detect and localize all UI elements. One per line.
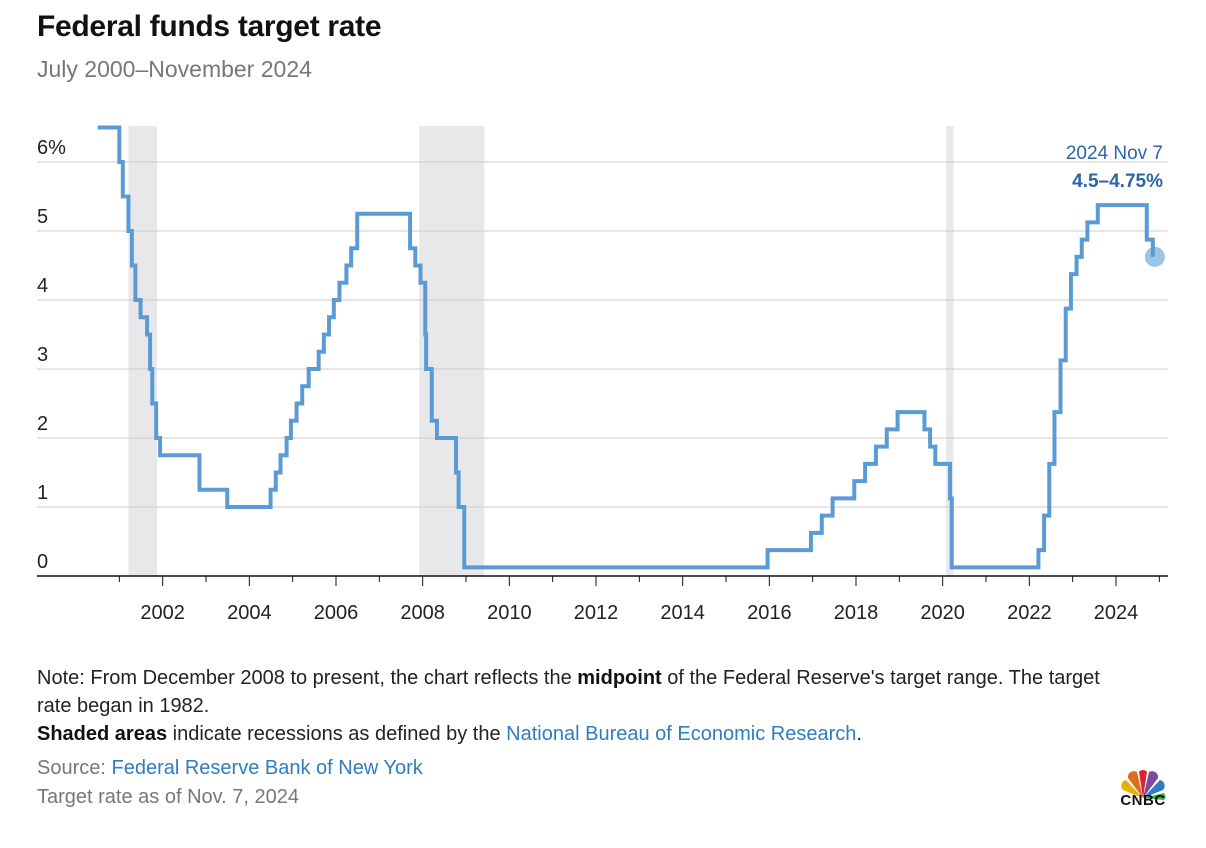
annotation-date: 2024 Nov 7 bbox=[1066, 143, 1163, 164]
cnbc-peacock-icon bbox=[1121, 770, 1166, 800]
y-tick-label: 5 bbox=[37, 206, 48, 228]
grid-lines bbox=[37, 161, 1168, 508]
series-layer bbox=[97, 125, 1165, 570]
x-tick-label: 2022 bbox=[1007, 602, 1052, 624]
recession-band-0 bbox=[128, 126, 158, 576]
y-axis: 0 1 2 3 4 5 6% bbox=[37, 137, 66, 573]
chart-svg: 0 1 2 3 4 5 6% 2002 2004 2006 2008 2010 2012 2014 201… bbox=[37, 125, 1168, 624]
latest-value-marker bbox=[1144, 246, 1165, 267]
nber-link[interactable]: National Bureau of Economic Research bbox=[506, 723, 857, 745]
source-link[interactable]: Federal Reserve Bank of New York bbox=[111, 757, 423, 779]
x-axis: 2002 2004 2006 2008 2010 2012 2014 2016 2018 2020… bbox=[37, 575, 1168, 624]
y-tick-label: 2 bbox=[37, 413, 48, 435]
y-tick-label: 6% bbox=[37, 137, 66, 159]
x-tick-label: 2024 bbox=[1094, 602, 1139, 624]
x-tick-label: 2010 bbox=[487, 602, 532, 624]
chart-title: Federal funds target rate bbox=[37, 10, 382, 43]
note-suffix: of the Federal Reserve's target range. T… bbox=[37, 667, 1100, 717]
y-tick-label: 1 bbox=[37, 482, 48, 504]
x-tick-label: 2016 bbox=[747, 602, 792, 624]
x-tick-label: 2008 bbox=[400, 602, 445, 624]
x-tick-label: 2006 bbox=[314, 602, 359, 624]
y-tick-label: 3 bbox=[37, 344, 48, 366]
chart-subtitle: July 2000–November 2024 bbox=[37, 56, 312, 82]
shaded-bold: Shaded areas bbox=[37, 723, 168, 745]
x-tick-label: 2014 bbox=[660, 602, 705, 624]
source-line: Source: Federal Reserve Bank of New York bbox=[37, 757, 423, 780]
x-tick-label: 2020 bbox=[920, 602, 965, 624]
note-bold: midpoint bbox=[577, 667, 662, 689]
note-shading: Shaded areas indicate recessions as defi… bbox=[37, 720, 1117, 748]
cnbc-logo-text: CNBC bbox=[1120, 792, 1166, 809]
x-tick-label: 2018 bbox=[834, 602, 879, 624]
shaded-text: indicate recessions as defined by the bbox=[167, 723, 507, 745]
recession-band-2 bbox=[946, 126, 954, 576]
annotation-value: 4.5–4.75% bbox=[1072, 171, 1163, 192]
as-of-note: Target rate as of Nov. 7, 2024 bbox=[37, 786, 300, 808]
recession-band-1 bbox=[419, 126, 485, 576]
source-label: Source: bbox=[37, 757, 112, 779]
x-tick-label: 2002 bbox=[140, 602, 185, 624]
recession-shading bbox=[128, 126, 954, 576]
x-tick-label: 2004 bbox=[227, 602, 272, 624]
note-methodology: Note: From December 2008 to present, the… bbox=[37, 664, 1117, 720]
shaded-end: . bbox=[856, 723, 862, 745]
y-tick-label: 4 bbox=[37, 275, 48, 297]
x-tick-label: 2012 bbox=[574, 602, 619, 624]
y-tick-label: 0 bbox=[37, 551, 48, 573]
note-prefix: Note: From December 2008 to present, the… bbox=[37, 667, 578, 689]
rate-series-line bbox=[97, 125, 1155, 570]
